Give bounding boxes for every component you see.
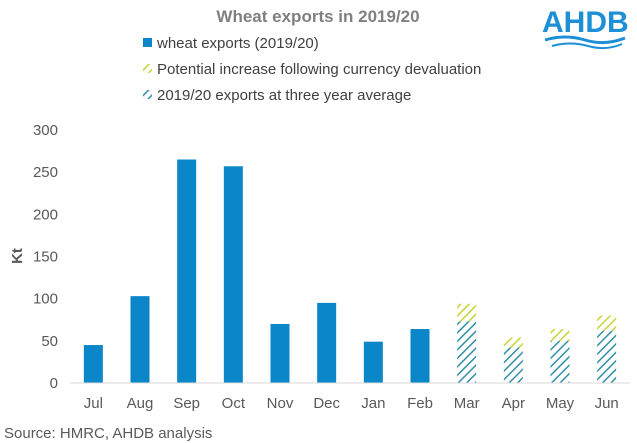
x-tick-label: Nov bbox=[267, 395, 294, 412]
x-tick-label: Oct bbox=[222, 395, 246, 412]
bar-nov-exports bbox=[270, 323, 290, 383]
bar-oct-exports bbox=[223, 166, 243, 383]
logo-wave-2 bbox=[551, 42, 623, 50]
y-tick-label: 150 bbox=[33, 249, 58, 266]
y-axis-label: Kt bbox=[9, 248, 26, 264]
y-tick-label: 300 bbox=[33, 122, 58, 139]
bar-may-three-year-average bbox=[550, 340, 570, 383]
legend-swatch bbox=[143, 90, 152, 99]
x-tick-label: Jun bbox=[595, 395, 619, 412]
bar-mar-potential-increase bbox=[457, 303, 477, 322]
y-axis-ticks: 0 50 100 150 200 250 300 bbox=[33, 122, 58, 392]
logo-wave bbox=[544, 35, 626, 45]
legend-label: wheat exports (2019/20) bbox=[156, 35, 319, 52]
bars bbox=[83, 159, 617, 383]
x-tick-label: Sep bbox=[173, 395, 200, 412]
x-tick-label: May bbox=[546, 395, 575, 412]
bar-jun-potential-increase bbox=[597, 315, 617, 331]
chart-title: Wheat exports in 2019/20 bbox=[216, 7, 419, 26]
legend-label: 2019/20 exports at three year average bbox=[157, 87, 411, 104]
y-tick-label: 0 bbox=[50, 375, 58, 392]
logo-text: AHDB bbox=[542, 6, 629, 39]
y-tick-label: 250 bbox=[33, 164, 58, 181]
x-tick-label: Jul bbox=[84, 395, 103, 412]
x-tick-label: Jan bbox=[361, 395, 385, 412]
ahdb-logo: AHDB bbox=[542, 6, 629, 50]
x-tick-label: Aug bbox=[127, 395, 154, 412]
bar-mar-three-year-average bbox=[457, 321, 477, 383]
y-tick-label: 200 bbox=[33, 206, 58, 223]
bar-jan-exports bbox=[363, 341, 383, 383]
bar-feb-exports bbox=[410, 329, 430, 383]
bar-dec-exports bbox=[317, 302, 337, 383]
x-tick-label: Dec bbox=[313, 395, 340, 412]
bar-jul-exports bbox=[83, 345, 103, 383]
x-tick-label: Feb bbox=[407, 395, 433, 412]
x-tick-label: Apr bbox=[502, 395, 525, 412]
legend-swatch bbox=[143, 38, 152, 47]
legend-label: Potential increase following currency de… bbox=[157, 61, 481, 78]
x-axis-ticks: Jul Aug Sep Oct Nov Dec Jan Feb Mar Apr May Jun bbox=[84, 395, 619, 412]
source-note: Source: HMRC, AHDB analysis bbox=[4, 425, 212, 442]
bar-apr-potential-increase bbox=[503, 337, 523, 348]
bar-jun-three-year-average bbox=[597, 330, 617, 383]
bar-sep-exports bbox=[177, 159, 197, 383]
x-tick-label: Mar bbox=[454, 395, 480, 412]
bar-aug-exports bbox=[130, 296, 150, 383]
legend-swatch bbox=[143, 64, 152, 73]
chart-legend: wheat exports (2019/20) Potential increas… bbox=[143, 35, 481, 104]
y-tick-label: 50 bbox=[41, 333, 58, 350]
bar-apr-three-year-average bbox=[503, 347, 523, 383]
bar-may-potential-increase bbox=[550, 329, 570, 341]
y-tick-label: 100 bbox=[33, 291, 58, 308]
